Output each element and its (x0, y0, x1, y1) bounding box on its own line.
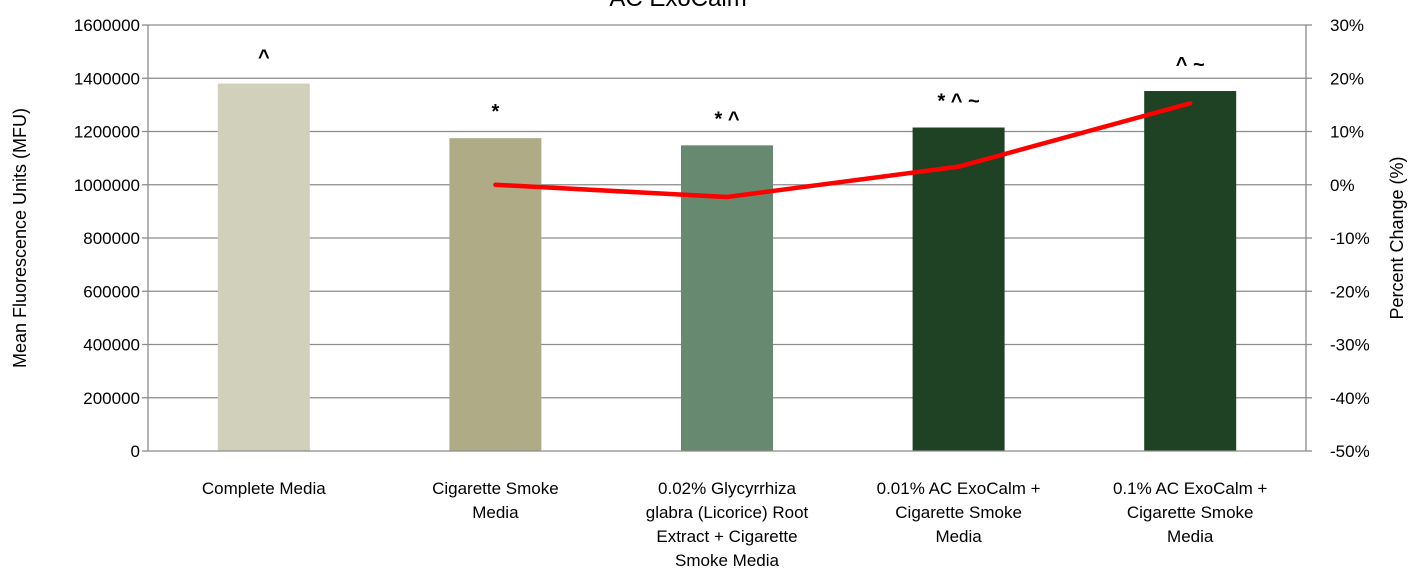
significance-annotation: ^ ~ (1176, 54, 1205, 76)
significance-annotation: * ^ (714, 108, 739, 130)
significance-annotation: * ^ ~ (937, 91, 979, 113)
y-tick-label: 0 (131, 442, 140, 461)
percent-change-point (726, 195, 728, 198)
y2-tick-label: -20% (1330, 282, 1370, 301)
bar (1144, 91, 1237, 451)
category-label: 0.1% AC ExoCalm + Cigarette Smoke Media (1113, 479, 1268, 546)
y-tick-label: 1000000 (74, 176, 140, 195)
category-label-line: Media (1167, 527, 1214, 546)
category-label-line: Extract + Cigarette (656, 527, 797, 546)
category-label-line: Complete Media (202, 479, 326, 498)
percent-change-point (494, 183, 497, 186)
y-tick-label: 800000 (83, 229, 140, 248)
y2-tick-label: 30% (1330, 16, 1364, 35)
category-label-line: glabra (Licorice) Root (646, 503, 809, 522)
bar (449, 138, 542, 451)
category-label-line: Media (935, 527, 982, 546)
y2-axis-title: Percent Change (%) (1387, 156, 1407, 319)
y2-axis-ticks: -50% -40% -30% -20% -10% 0% 10% 20% 30% (1306, 16, 1370, 461)
category-label: Cigarette Smoke Media (432, 479, 559, 522)
y-tick-label: 600000 (83, 282, 140, 301)
percent-change-line (493, 101, 1193, 200)
bar (912, 127, 1005, 451)
y2-tick-label: -30% (1330, 336, 1370, 355)
y-tick-label: 400000 (83, 336, 140, 355)
y-axis-ticks: 0 200000 400000 600000 800000 1000000 1200000 1… (74, 16, 148, 461)
y2-tick-label: -40% (1330, 389, 1370, 408)
y2-tick-label: 10% (1330, 123, 1364, 142)
category-label-line: 0.1% AC ExoCalm + (1113, 479, 1268, 498)
category-label-line: 0.01% AC ExoCalm + (877, 479, 1041, 498)
significance-annotations: ^ * * ^ * ^ ~ ^ ~ (258, 47, 1205, 131)
bars (217, 83, 1237, 451)
category-label: 0.02% Glycyrrhiza glabra (Licorice) Root E… (646, 479, 809, 570)
y2-tick-label: 20% (1330, 69, 1364, 88)
percent-change-series-line (493, 101, 1193, 200)
category-labels: Complete Media Cigarette Smoke Media 0.02% … (202, 479, 1268, 570)
category-label-line: Cigarette Smoke (432, 479, 559, 498)
percent-change-point (957, 165, 960, 168)
category-label-line: 0.02% Glycyrrhiza (658, 479, 796, 498)
category-label-line: Media (472, 503, 519, 522)
category-label-line: Smoke Media (675, 551, 779, 570)
y-tick-label: 1200000 (74, 123, 140, 142)
y-tick-label: 200000 (83, 389, 140, 408)
y2-tick-label: -10% (1330, 229, 1370, 248)
category-label: 0.01% AC ExoCalm + Cigarette Smoke Media (877, 479, 1041, 546)
y2-tick-label: 0% (1330, 176, 1355, 195)
chart-title: AC ExoCalm (609, 0, 746, 12)
significance-annotation: * (492, 101, 500, 123)
category-label: Complete Media (202, 479, 326, 498)
category-label-line: Cigarette Smoke (1127, 503, 1254, 522)
significance-annotation: ^ (258, 47, 270, 69)
y-axis-title: Mean Fluorescence Units (MFU) (10, 108, 30, 368)
y-tick-label: 1400000 (74, 69, 140, 88)
percent-change-point (1189, 102, 1192, 105)
category-label-line: Cigarette Smoke (895, 503, 1022, 522)
y2-tick-label: -50% (1330, 442, 1370, 461)
y-tick-label: 1600000 (74, 16, 140, 35)
bar (217, 83, 310, 451)
